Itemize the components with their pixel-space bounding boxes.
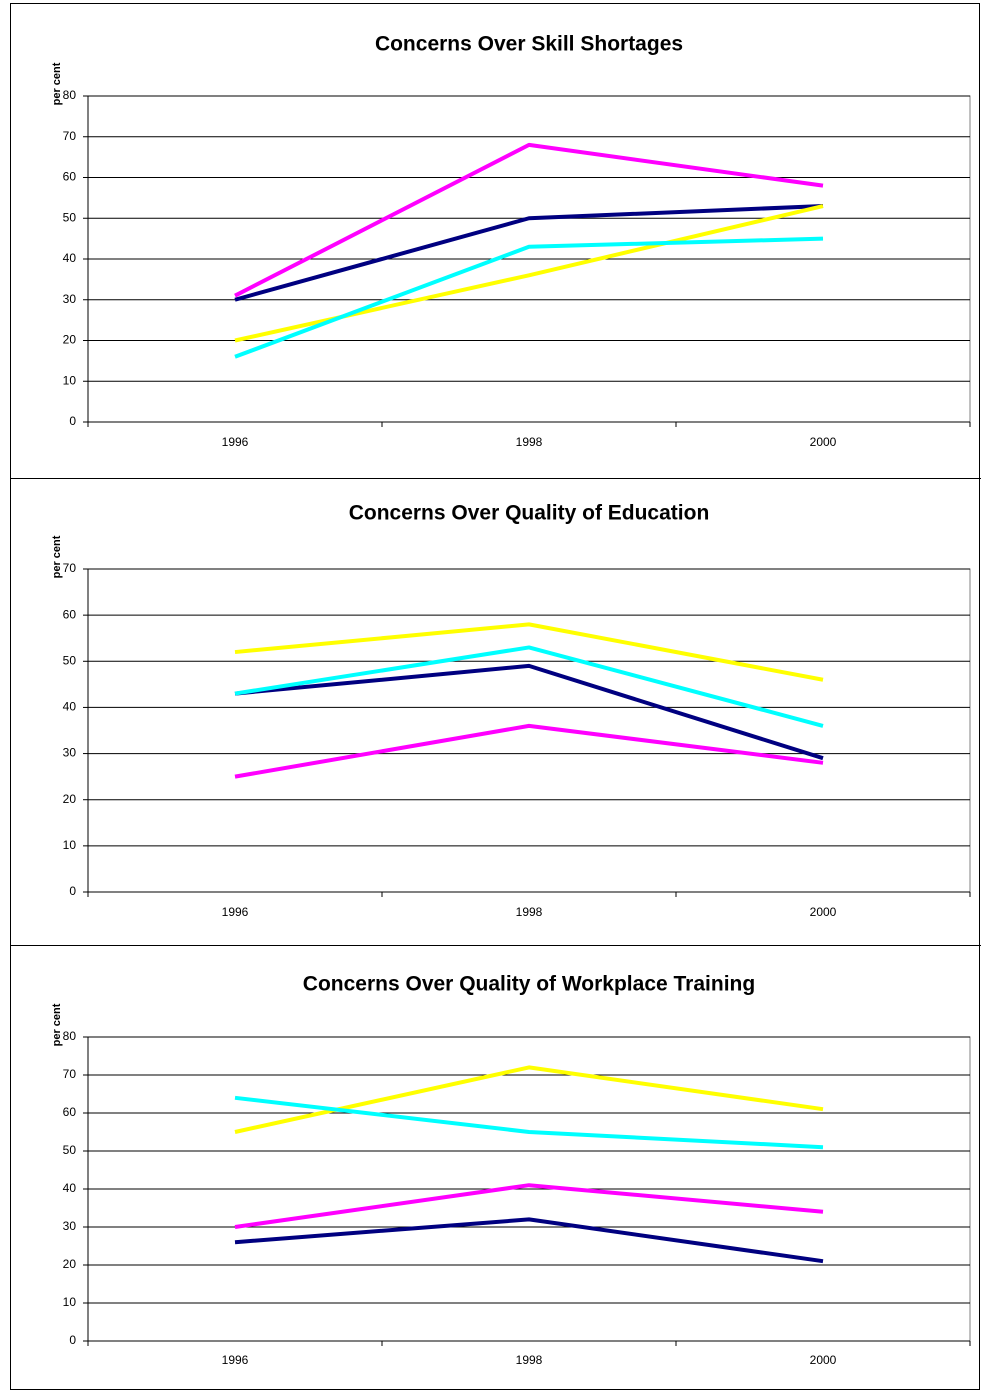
y-tick-label: 60 bbox=[63, 607, 77, 621]
series-line bbox=[234, 645, 824, 728]
y-tick-label: 50 bbox=[63, 210, 77, 224]
y-tick-label: 70 bbox=[63, 561, 77, 575]
series-line bbox=[234, 236, 824, 359]
y-tick-label: 70 bbox=[63, 1067, 77, 1081]
series-line bbox=[234, 1217, 824, 1264]
series-line bbox=[234, 1065, 824, 1134]
x-tick-label: 2000 bbox=[810, 1353, 837, 1367]
y-axis-label: per cent bbox=[51, 535, 63, 578]
x-tick-label: 1996 bbox=[222, 1353, 249, 1367]
y-tick-label: 0 bbox=[69, 414, 76, 428]
y-tick-label: 80 bbox=[63, 88, 77, 102]
y-axis-label: per cent bbox=[51, 62, 63, 105]
y-tick-label: 20 bbox=[63, 792, 77, 806]
x-tick-label: 2000 bbox=[810, 905, 837, 919]
series-line bbox=[234, 1095, 824, 1150]
series-line bbox=[234, 622, 824, 682]
y-tick-label: 20 bbox=[63, 333, 77, 347]
y-tick-label: 60 bbox=[63, 1105, 77, 1119]
series-line bbox=[234, 142, 824, 298]
chart-title: Concerns Over Skill Shortages bbox=[375, 33, 683, 56]
series-line bbox=[234, 1183, 824, 1229]
x-tick-label: 1998 bbox=[516, 1353, 543, 1367]
y-axis-label: per cent bbox=[51, 1003, 63, 1046]
plot-frame bbox=[87, 568, 971, 893]
y-tick-label: 60 bbox=[63, 170, 77, 184]
y-tick-label: 0 bbox=[69, 884, 76, 898]
x-tick-label: 1998 bbox=[516, 905, 543, 919]
y-tick-label: 10 bbox=[63, 373, 77, 387]
y-tick-label: 30 bbox=[63, 746, 77, 760]
x-tick-label: 1998 bbox=[516, 435, 543, 449]
x-tick-label: 1996 bbox=[222, 435, 249, 449]
y-tick-label: 30 bbox=[63, 292, 77, 306]
y-tick-label: 30 bbox=[63, 1219, 77, 1233]
y-tick-label: 70 bbox=[63, 129, 77, 143]
y-tick-label: 10 bbox=[63, 838, 77, 852]
x-tick-label: 2000 bbox=[810, 435, 837, 449]
sheet-frame bbox=[10, 3, 980, 1390]
y-tick-label: 50 bbox=[63, 1143, 77, 1157]
series-line bbox=[234, 204, 824, 302]
chart-title: Concerns Over Quality of Education bbox=[349, 502, 710, 525]
series-line bbox=[234, 723, 824, 779]
series-line bbox=[234, 663, 824, 761]
x-tick-label: 1996 bbox=[222, 905, 249, 919]
y-tick-label: 40 bbox=[63, 700, 77, 714]
y-tick-label: 50 bbox=[63, 653, 77, 667]
y-tick-label: 10 bbox=[63, 1295, 77, 1309]
y-tick-label: 40 bbox=[63, 251, 77, 265]
y-tick-label: 0 bbox=[69, 1333, 76, 1347]
y-tick-label: 20 bbox=[63, 1257, 77, 1271]
y-tick-label: 40 bbox=[63, 1181, 77, 1195]
chart-title: Concerns Over Quality of Workplace Train… bbox=[303, 973, 755, 996]
y-tick-label: 80 bbox=[63, 1029, 77, 1043]
